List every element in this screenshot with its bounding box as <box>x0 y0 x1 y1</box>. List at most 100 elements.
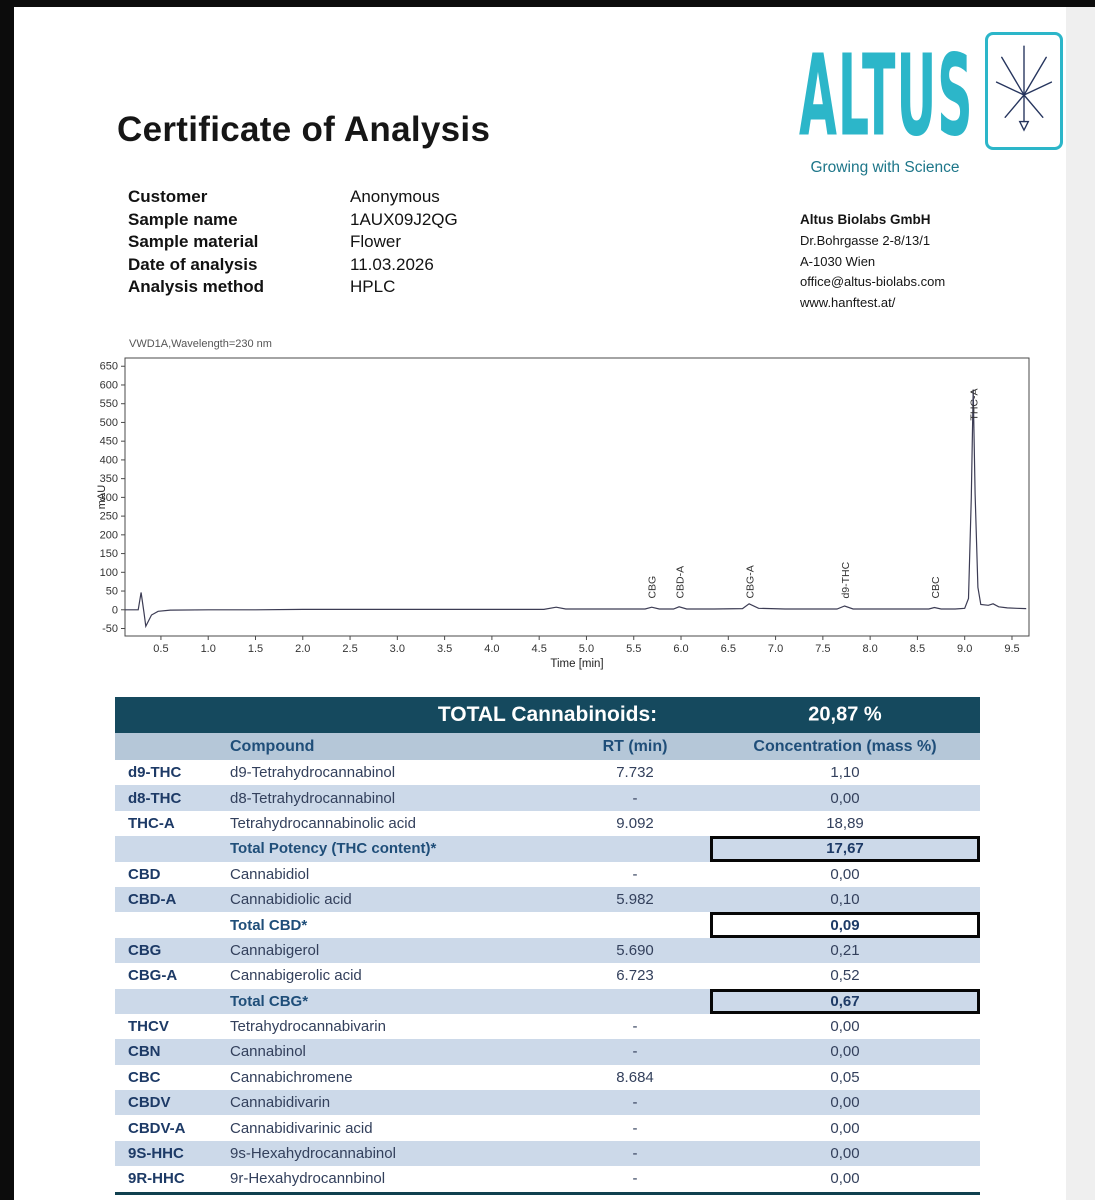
concentration-value: 0,00 <box>830 1170 860 1188</box>
compound-name: Total CBG* <box>230 992 309 1010</box>
svg-text:4.5: 4.5 <box>532 643 547 655</box>
company-address-line2: A-1030 Wien <box>800 253 876 269</box>
concentration-value: 0,09 <box>710 912 980 938</box>
compound-name: 9s-Hexahydrocannabinol <box>230 1145 396 1163</box>
table-row: d9-THC d9-Tetrahydrocannabinol 7.732 1,10 <box>115 760 980 786</box>
rt-value: 5.982 <box>616 891 654 909</box>
concentration-value: 0,00 <box>830 1119 860 1137</box>
svg-text:450: 450 <box>100 436 118 448</box>
sample-info-block: Customer Anonymous Sample name 1AUX09J2Q… <box>128 186 458 299</box>
svg-text:7.0: 7.0 <box>768 643 783 655</box>
sample-info-label: Date of analysis <box>128 254 258 274</box>
sample-info-value: Anonymous <box>350 187 440 207</box>
rt-value: - <box>632 1094 638 1112</box>
compound-name: Cannabigerolic acid <box>230 967 362 985</box>
concentration-value: 0,21 <box>830 941 860 959</box>
concentration-value: 0,05 <box>830 1068 860 1086</box>
svg-text:CBC: CBC <box>930 576 942 599</box>
concentration-value: 0,00 <box>830 1094 860 1112</box>
compound-name: Cannabidivarin <box>230 1094 331 1112</box>
svg-text:1.5: 1.5 <box>248 643 263 655</box>
table-row: CBDV-A Cannabidivarinic acid - 0,00 <box>115 1115 980 1141</box>
table-row: THCV Tetrahydrocannabivarin - 0,00 <box>115 1013 980 1040</box>
rt-value <box>560 989 710 1014</box>
coa-table-body: d9-THC d9-Tetrahydrocannabinol 7.732 1,10 d8… <box>115 760 980 1195</box>
column-concentration: Concentration (mass %) <box>753 737 937 755</box>
compound-code: CBG <box>128 941 162 959</box>
page-title: Certificate of Analysis <box>117 110 491 149</box>
sample-info-value: HPLC <box>350 277 396 297</box>
compound-name: 9r-Hexahydrocannbinol <box>230 1170 386 1188</box>
total-cannabinoids-value: 20,87 % <box>808 703 882 726</box>
table-row: CBD-A Cannabidiolic acid 5.982 0,10 <box>115 886 980 913</box>
sample-info-row: Date of analysis 11.03.2026 <box>128 254 458 277</box>
concentration-value: 0,00 <box>830 789 860 807</box>
compound-name: Cannabidiol <box>230 865 310 883</box>
svg-text:7.5: 7.5 <box>815 643 830 655</box>
concentration-value: 18,89 <box>826 814 864 832</box>
svg-text:650: 650 <box>100 361 118 373</box>
compound-code: CBD <box>128 865 161 883</box>
svg-text:d9-THC: d9-THC <box>840 561 852 598</box>
compound-name: Tetrahydrocannabinolic acid <box>230 814 416 832</box>
company-info-block: Altus Biolabs GmbH Dr.Bohrgasse 2-8/13/1… <box>800 210 945 314</box>
svg-text:Time [min]: Time [min] <box>550 658 603 670</box>
sample-info-label: Analysis method <box>128 277 265 297</box>
svg-text:CBG-A: CBG-A <box>744 565 756 598</box>
svg-text:150: 150 <box>100 548 118 560</box>
svg-text:-50: -50 <box>102 623 118 635</box>
sample-info-value: 1AUX09J2QG <box>350 209 458 229</box>
rt-value: - <box>632 1043 638 1061</box>
compound-name: Cannabichromene <box>230 1068 353 1086</box>
hemp-leaf-icon <box>994 39 1054 144</box>
svg-text:9.5: 9.5 <box>1004 643 1019 655</box>
sample-info-value: Flower <box>350 232 402 252</box>
svg-text:550: 550 <box>100 398 118 410</box>
sample-info-label: Customer <box>128 187 208 207</box>
concentration-value: 0,00 <box>830 1043 860 1061</box>
compound-code: 9S-HHC <box>128 1145 184 1163</box>
column-rt: RT (min) <box>602 737 668 755</box>
concentration-value: 17,67 <box>710 836 980 862</box>
compound-code: 9R-HHC <box>128 1170 185 1188</box>
compound-code <box>115 836 228 861</box>
rt-value <box>560 912 710 937</box>
svg-text:2.0: 2.0 <box>295 643 310 655</box>
svg-text:1.0: 1.0 <box>201 643 216 655</box>
svg-text:300: 300 <box>100 492 118 504</box>
logo-leaf-box <box>985 32 1063 150</box>
page-edge-left <box>0 0 14 1200</box>
svg-text:THC-A: THC-A <box>968 388 980 420</box>
svg-text:350: 350 <box>100 473 118 485</box>
table-row: 9S-HHC 9s-Hexahydrocannabinol - 0,00 <box>115 1140 980 1167</box>
table-row: 9R-HHC 9r-Hexahydrocannbinol - 0,00 <box>115 1166 980 1192</box>
sample-info-row: Analysis method HPLC <box>128 276 458 299</box>
compound-code: CBG-A <box>128 967 178 985</box>
concentration-value: 0,00 <box>830 1018 860 1036</box>
total-row: Total Potency (THC content)* 17,67 <box>115 836 980 862</box>
svg-text:4.0: 4.0 <box>484 643 499 655</box>
compound-code: CBDV <box>128 1094 171 1112</box>
altus-logo: ALTUS <box>799 30 974 162</box>
compound-code: THC-A <box>128 814 175 832</box>
svg-text:100: 100 <box>100 567 118 579</box>
compound-code: d9-THC <box>128 764 182 782</box>
rt-value: 8.684 <box>616 1068 654 1086</box>
concentration-value: 0,10 <box>830 891 860 909</box>
svg-text:CBG: CBG <box>647 576 659 599</box>
svg-text:400: 400 <box>100 454 118 466</box>
concentration-value: 1,10 <box>830 764 860 782</box>
concentration-value: 0,52 <box>830 967 860 985</box>
page-edge-top <box>0 0 1095 7</box>
compound-code: CBD-A <box>128 891 177 909</box>
svg-text:8.5: 8.5 <box>910 643 925 655</box>
compound-name: Cannabidivarinic acid <box>230 1119 373 1137</box>
svg-text:0: 0 <box>112 604 118 616</box>
total-value-box: 17,67 <box>710 836 980 862</box>
sample-info-row: Customer Anonymous <box>128 186 458 209</box>
total-row: Total CBG* 0,67 <box>115 988 980 1014</box>
svg-text:6.5: 6.5 <box>721 643 736 655</box>
svg-text:0.5: 0.5 <box>153 643 168 655</box>
compound-code: CBN <box>128 1043 161 1061</box>
